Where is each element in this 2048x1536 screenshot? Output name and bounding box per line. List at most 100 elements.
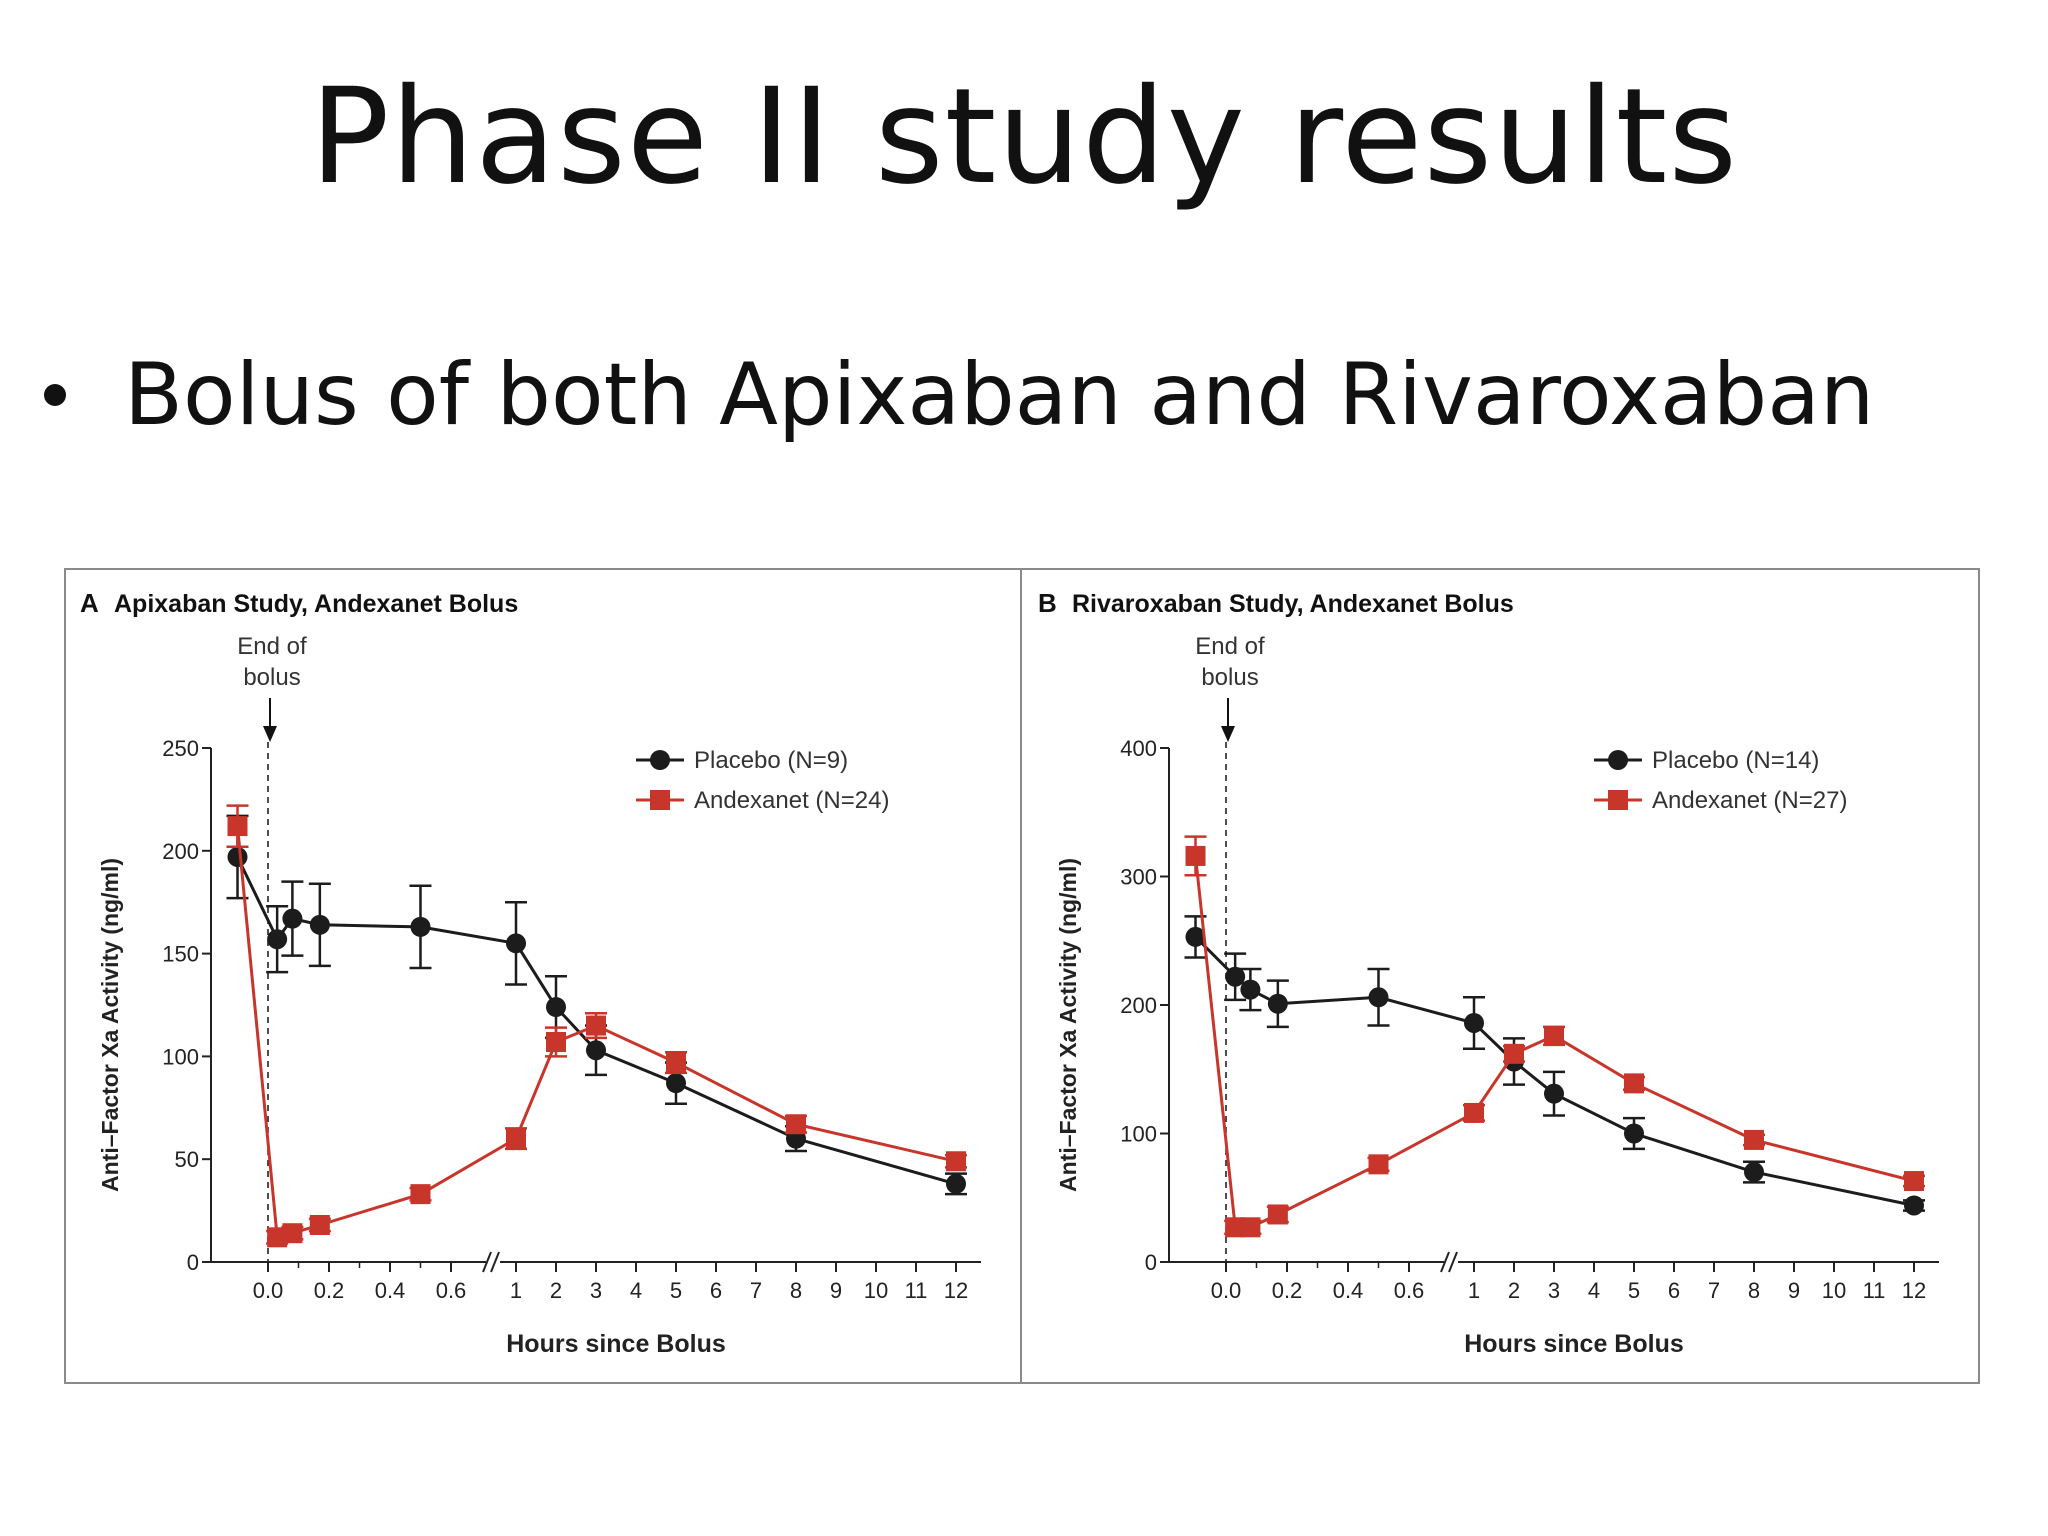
placebo-point <box>1267 993 1288 1014</box>
legend-placebo-marker <box>650 750 670 770</box>
annotation-arrow-head <box>1221 726 1235 742</box>
legend-placebo-marker <box>1608 750 1628 770</box>
panel-letter: A <box>80 588 99 618</box>
andexanet-point <box>1225 1217 1246 1238</box>
andexanet-point <box>1624 1073 1644 1094</box>
y-tick-label: 100 <box>162 1044 199 1069</box>
placebo-point <box>1368 987 1389 1008</box>
andexanet-point <box>1904 1171 1924 1192</box>
legend-andexanet-marker <box>1608 790 1628 810</box>
x-axis-break <box>482 1251 492 1273</box>
x-tick-label: 0.2 <box>1272 1278 1303 1303</box>
x-tick-label: 6 <box>1668 1278 1680 1303</box>
placebo-point <box>506 933 526 954</box>
x-tick-label: 0.0 <box>253 1278 284 1303</box>
x-tick-label: 2 <box>550 1278 562 1303</box>
x-tick-label: 1 <box>1468 1278 1480 1303</box>
legend-placebo-label: Placebo (N=9) <box>694 747 848 774</box>
placebo-point <box>1185 926 1206 947</box>
y-tick-label: 0 <box>187 1250 199 1275</box>
x-tick-label: 8 <box>790 1278 802 1303</box>
bullet-item: Bolus of both Apixaban and Rivaroxaban <box>40 345 1874 445</box>
placebo-point <box>1904 1195 1924 1216</box>
andexanet-point <box>410 1184 431 1205</box>
x-tick-label: 0.4 <box>375 1278 406 1303</box>
y-tick-label: 200 <box>162 839 199 864</box>
andexanet-point <box>1240 1217 1261 1238</box>
x-tick-label: 1 <box>510 1278 522 1303</box>
x-axis-break <box>1440 1251 1450 1273</box>
legend-andexanet-label: Andexanet (N=24) <box>694 787 889 814</box>
placebo-point <box>1240 979 1261 1000</box>
x-tick-label: 0.0 <box>1211 1278 1242 1303</box>
x-tick-label: 7 <box>1708 1278 1720 1303</box>
annotation-arrow-head <box>263 726 277 742</box>
x-tick-label: 4 <box>630 1278 642 1303</box>
x-tick-label: 6 <box>710 1278 722 1303</box>
placebo-point <box>1464 1012 1484 1033</box>
y-tick-label: 400 <box>1120 736 1157 761</box>
x-tick-label: 9 <box>1788 1278 1800 1303</box>
y-tick-label: 250 <box>162 736 199 761</box>
y-axis-label: Anti–Factor Xa Activity (ng/ml) <box>97 858 123 1192</box>
placebo-point <box>1744 1162 1764 1183</box>
bullet-text: Bolus of both Apixaban and Rivaroxaban <box>124 345 1875 445</box>
y-tick-label: 50 <box>175 1147 199 1172</box>
panel-letter: B <box>1038 588 1057 618</box>
panel-title: Apixaban Study, Andexanet Bolus <box>114 590 518 618</box>
andexanet-point <box>1504 1043 1524 1064</box>
y-tick-label: 0 <box>1145 1250 1157 1275</box>
x-axis-label: Hours since Bolus <box>1464 1330 1684 1358</box>
x-tick-label: 11 <box>1863 1278 1886 1303</box>
legend-placebo-label: Placebo (N=14) <box>1652 747 1819 774</box>
legend-andexanet-marker <box>650 790 670 810</box>
x-tick-label: 10 <box>1822 1278 1846 1303</box>
x-axis-label: Hours since Bolus <box>506 1330 726 1358</box>
x-tick-label: 3 <box>590 1278 602 1303</box>
x-tick-label: 5 <box>670 1278 682 1303</box>
andexanet-point <box>309 1214 330 1235</box>
bullet-dot <box>44 384 66 406</box>
andexanet-point <box>1544 1025 1564 1046</box>
placebo-point <box>666 1073 686 1094</box>
x-tick-label: 0.6 <box>1394 1278 1425 1303</box>
placebo-point <box>546 997 566 1018</box>
andexanet-point <box>666 1052 686 1073</box>
andexanet-point <box>1267 1204 1288 1225</box>
annotation-text: bolus <box>243 664 300 691</box>
x-tick-label: 12 <box>1902 1278 1926 1303</box>
x-tick-label: 2 <box>1508 1278 1520 1303</box>
placebo-point <box>1544 1083 1564 1104</box>
x-tick-label: 0.6 <box>436 1278 467 1303</box>
andexanet-point <box>946 1151 966 1172</box>
x-tick-label: 8 <box>1748 1278 1760 1303</box>
panel-title: Rivaroxaban Study, Andexanet Bolus <box>1072 590 1514 618</box>
andexanet-point <box>1744 1129 1764 1150</box>
placebo-point <box>586 1040 606 1061</box>
y-axis-label: Anti–Factor Xa Activity (ng/ml) <box>1055 858 1081 1192</box>
andexanet-point <box>786 1114 806 1135</box>
chart-panel-b: B Rivaroxaban Study, Andexanet Bolus End o… <box>1038 588 1939 1358</box>
annotation-text: End of <box>237 633 307 660</box>
andexanet-point <box>1368 1154 1389 1175</box>
x-tick-label: 10 <box>864 1278 888 1303</box>
placebo-point <box>282 908 303 929</box>
y-tick-label: 200 <box>1120 993 1157 1018</box>
andexanet-point <box>1464 1102 1484 1123</box>
x-tick-label: 5 <box>1628 1278 1640 1303</box>
y-tick-label: 300 <box>1120 865 1157 890</box>
x-tick-label: 0.4 <box>1333 1278 1364 1303</box>
annotation-text: End of <box>1195 633 1265 660</box>
panel-divider <box>1020 568 1022 1384</box>
x-tick-label: 7 <box>750 1278 762 1303</box>
andexanet-point <box>282 1223 303 1244</box>
x-tick-label: 12 <box>944 1278 968 1303</box>
figure-frame <box>64 568 1980 1384</box>
y-tick-label: 150 <box>162 942 199 967</box>
y-tick-label: 100 <box>1120 1122 1157 1147</box>
legend-andexanet-label: Andexanet (N=27) <box>1652 787 1847 814</box>
x-tick-label: 9 <box>830 1278 842 1303</box>
placebo-point <box>227 846 248 867</box>
chart-panel-a: A Apixaban Study, Andexanet Bolus End of bo… <box>80 588 981 1358</box>
placebo-point <box>946 1173 966 1194</box>
